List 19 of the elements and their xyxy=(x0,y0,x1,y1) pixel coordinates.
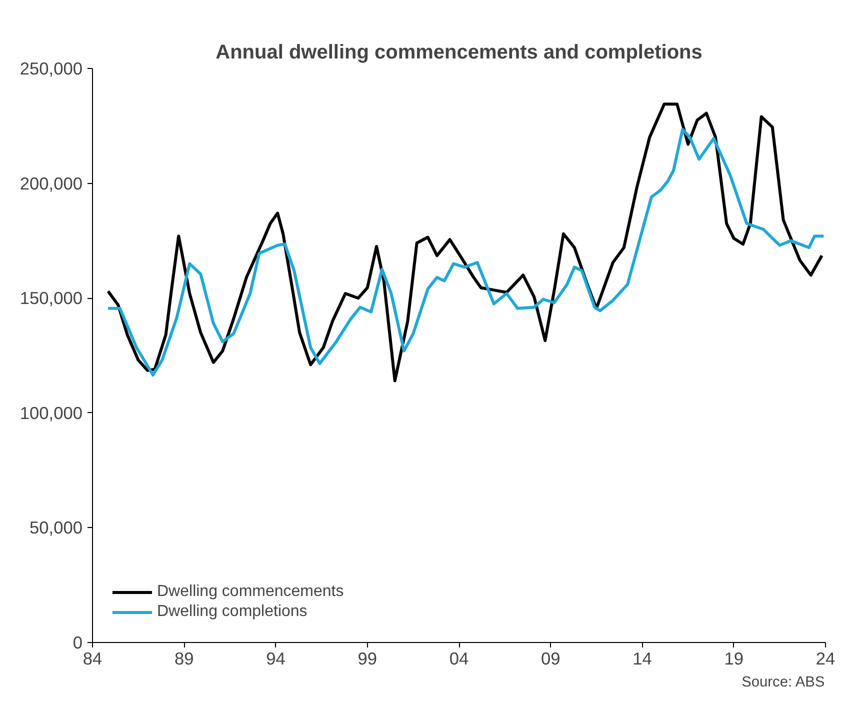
y-tick-label: 150,000 xyxy=(20,288,83,308)
legend-label: Dwelling commencements xyxy=(157,583,344,601)
x-tick-label: 04 xyxy=(449,648,469,668)
x-tick-label: 24 xyxy=(816,648,836,668)
x-tick-label: 14 xyxy=(632,648,652,668)
y-tick-label: 250,000 xyxy=(20,58,83,78)
x-tick-label: 09 xyxy=(540,648,560,668)
x-tick-label: 99 xyxy=(358,648,378,668)
y-tick-label: 100,000 xyxy=(20,402,83,423)
source-note: Source: ABS xyxy=(742,674,825,690)
legend-label: Dwelling completions xyxy=(157,603,308,621)
x-tick-label: 19 xyxy=(724,648,744,668)
y-tick-label: 0 xyxy=(72,632,83,652)
x-tick-label: 94 xyxy=(266,648,286,668)
x-tick-label: 84 xyxy=(82,648,102,668)
y-tick-label: 50,000 xyxy=(30,518,82,538)
chart-title: Annual dwelling commencements and completions xyxy=(216,42,702,64)
x-tick-label: 89 xyxy=(174,648,194,668)
y-tick-label: 200,000 xyxy=(20,173,83,194)
